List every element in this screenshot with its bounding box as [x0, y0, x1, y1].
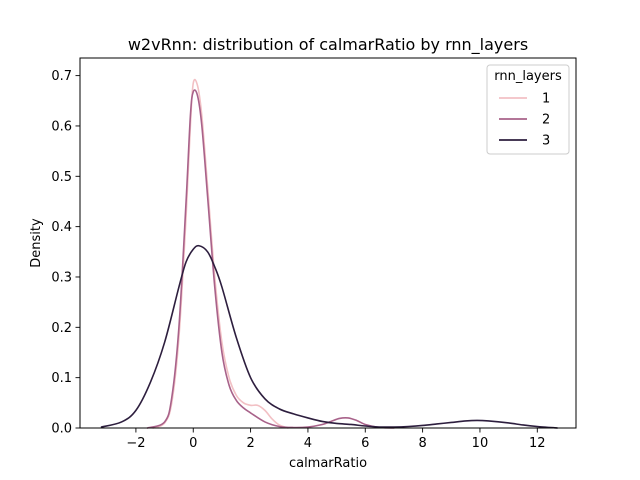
y-tick-label: 0.0: [51, 422, 72, 437]
x-tick-label: 4: [304, 436, 312, 451]
plot-area-frame: [79, 57, 577, 429]
series-2-line: [146, 89, 395, 429]
chart-title: w2vRnn: distribution of calmarRatio by r…: [128, 35, 528, 55]
y-axis-label: Density: [29, 218, 44, 268]
y-axis-ticks: 0.0 0.1 0.2 0.3 0.4 0.5 0.6 0.7: [51, 69, 80, 437]
y-tick-label: 0.5: [51, 170, 72, 185]
y-tick-label: 0.6: [51, 119, 72, 134]
x-tick-label: 8: [418, 436, 426, 451]
legend-label-2: 2: [542, 113, 550, 128]
y-tick-label: 0.3: [51, 270, 72, 285]
x-axis-ticks: −2 0 2 4 6 8 10 12: [126, 428, 546, 451]
legend-label-3: 3: [542, 134, 550, 149]
x-tick-label: 10: [472, 436, 489, 451]
series-3-line: [100, 244, 559, 429]
legend-entries: 1 2 3: [499, 92, 550, 149]
legend-label-1: 1: [542, 92, 550, 107]
legend-box: [486, 64, 570, 155]
y-tick-label: 0.2: [51, 321, 72, 336]
legend: rnn_layers 1 2 3: [486, 64, 570, 155]
y-tick-label: 0.7: [51, 69, 72, 84]
x-axis-label: calmarRatio: [289, 456, 367, 471]
y-tick-label: 0.1: [51, 371, 72, 386]
x-tick-label: 6: [361, 436, 369, 451]
y-tick-label: 0.4: [51, 220, 72, 235]
x-tick-label: 0: [189, 436, 197, 451]
x-tick-label: −2: [126, 436, 145, 451]
x-tick-label: 12: [529, 436, 546, 451]
legend-title: rnn_layers: [494, 69, 562, 84]
x-tick-label: 2: [246, 436, 254, 451]
series-lines: [100, 78, 559, 429]
